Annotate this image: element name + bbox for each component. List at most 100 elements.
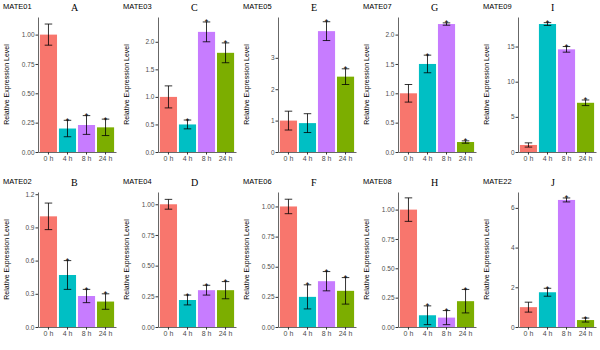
bar <box>400 93 417 152</box>
y-tick: 0.50 <box>142 262 158 269</box>
y-axis-line <box>38 193 39 328</box>
y-axis-title: Relative Expression Level <box>363 219 371 300</box>
bar <box>337 77 354 152</box>
x-tick-label: 0 h <box>524 330 534 337</box>
x-tick-mark <box>528 152 529 155</box>
x-tick-mark <box>547 327 548 330</box>
y-tick-label: 6 <box>511 204 515 211</box>
error-bar-cap <box>102 135 110 136</box>
bar <box>198 290 215 327</box>
x-tick-mark <box>67 152 68 155</box>
y-tick-mark <box>36 123 39 124</box>
significance-mark: * <box>546 284 550 294</box>
y-tick-label: 0.00 <box>22 149 35 156</box>
x-tick: 0 h <box>524 327 534 337</box>
y-axis-title: Relative Expression Level <box>123 44 131 125</box>
x-axis-line <box>399 327 477 328</box>
error-bar-cap <box>45 45 53 46</box>
error-bar-cap <box>405 84 413 85</box>
y-axis-title: Relative Expression Level <box>3 44 11 125</box>
error-bar-cap <box>165 199 173 200</box>
error-bar <box>45 24 53 45</box>
y-axis-title: Relative Expression Level <box>483 44 491 125</box>
bar <box>539 24 556 152</box>
error-bar <box>405 85 413 103</box>
y-tick-label: 0.00 <box>382 324 395 331</box>
y-tick: 0.00 <box>22 149 38 156</box>
x-tick-mark <box>585 152 586 155</box>
y-tick: 0.50 <box>22 90 38 97</box>
y-tick-mark <box>516 82 519 83</box>
x-tick-label: 8 h <box>562 155 572 162</box>
y-tick: 0 <box>271 149 278 156</box>
y-tick-mark <box>396 64 399 65</box>
x-tick-label: 24 h <box>339 155 353 162</box>
x-tick-mark <box>547 152 548 155</box>
x-tick-mark <box>168 152 169 155</box>
y-tick: 0.25 <box>262 293 278 300</box>
y-tick-mark <box>36 35 39 36</box>
y-tick-label: 2.0 <box>385 31 394 38</box>
y-tick-label: 1.0 <box>145 93 154 100</box>
x-axis-line <box>39 327 117 328</box>
panel-title: MATE04 <box>123 177 152 186</box>
y-tick: 1.0 <box>385 90 398 97</box>
y-tick-mark <box>156 235 159 236</box>
plot-area <box>160 199 234 327</box>
x-tick-label: 8 h <box>442 330 452 337</box>
y-tick-label: 4 <box>511 244 515 251</box>
y-tick-label: 0.75 <box>142 232 155 239</box>
y-tick-mark <box>396 123 399 124</box>
y-tick-label: 15 <box>507 43 515 50</box>
y-tick-label: 0.25 <box>262 293 275 300</box>
x-tick: 24 h <box>99 327 113 337</box>
significance-mark: * <box>565 193 569 203</box>
significance-mark: * <box>464 136 468 146</box>
panel-label: F <box>311 177 317 188</box>
bar <box>217 53 234 152</box>
panel-label: J <box>551 177 555 188</box>
panel-label: C <box>191 2 198 13</box>
y-tick: 0.5 <box>385 119 398 126</box>
significance-mark: * <box>85 111 89 121</box>
x-tick-label: 8 h <box>202 155 212 162</box>
error-bar-stem <box>288 199 289 213</box>
bar <box>438 24 455 152</box>
y-axis: 0.00.30.60.91.2 <box>25 191 38 331</box>
error-bar-cap <box>222 298 230 299</box>
x-tick: 4 h <box>303 152 313 162</box>
x-tick-mark <box>566 152 567 155</box>
error-bar-stem <box>168 86 169 108</box>
plot-area <box>280 22 354 152</box>
bar <box>280 206 297 327</box>
x-tick: 24 h <box>219 327 233 337</box>
error-bar-cap <box>443 324 451 325</box>
y-tick: 1.00 <box>22 31 38 38</box>
x-tick-label: 8 h <box>442 155 452 162</box>
significance-mark: * <box>104 289 108 299</box>
panel: 0.00.51.01.52.00 h4 h8 h24 hRelative Exp… <box>123 2 237 162</box>
y-tick-label: 0.50 <box>262 263 275 270</box>
panel-title: MATE02 <box>3 177 32 186</box>
x-tick-mark <box>408 152 409 155</box>
y-tick-label: 0.25 <box>142 293 155 300</box>
significance-mark: * <box>584 314 588 324</box>
x-tick-label: 8 h <box>562 330 572 337</box>
error-bar-stem <box>307 114 308 133</box>
y-tick-label: 1.00 <box>142 201 155 208</box>
y-axis: 0246 <box>511 193 519 331</box>
significance-mark: * <box>104 115 108 125</box>
bar <box>40 35 57 152</box>
error-bar-cap <box>64 289 72 290</box>
y-tick-label: 0.75 <box>262 233 275 240</box>
y-tick: 4 <box>511 244 518 251</box>
significance-mark: * <box>426 51 430 61</box>
panel-title: MATE07 <box>363 2 392 11</box>
x-tick-mark <box>105 327 106 330</box>
error-bar-cap <box>83 134 91 135</box>
y-tick-mark <box>156 42 159 43</box>
panel-label: E <box>311 2 317 13</box>
x-tick: 8 h <box>82 327 92 337</box>
x-tick-mark <box>206 152 207 155</box>
y-tick: 0.00 <box>382 324 398 331</box>
